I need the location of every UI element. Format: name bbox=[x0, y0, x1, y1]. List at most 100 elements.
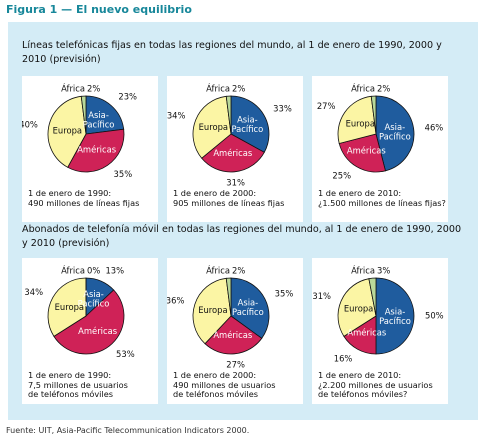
value-label: 0% bbox=[87, 266, 100, 276]
slice-label: África bbox=[61, 265, 85, 276]
chart-box: Asia-Pacífico 33% Américas 31% Europa 34% Áfri… bbox=[167, 76, 303, 222]
pie-slice bbox=[204, 315, 263, 355]
pie-chart: Asia-Pacífico 50% Américas 16% Europa 31% Áfri… bbox=[312, 265, 444, 364]
pie-slice bbox=[192, 277, 232, 345]
caption: 1 de enero de 2000: 905 millones de línea… bbox=[173, 188, 285, 208]
slice-label: Américas bbox=[213, 329, 252, 339]
value-label: 46% bbox=[425, 122, 444, 132]
slice-label: África bbox=[351, 83, 375, 94]
caption-line: de teléfonos móviles? bbox=[318, 389, 408, 399]
chart-box: Asia-Pacífico 13% Américas 53% Europa 34% Áfri… bbox=[22, 258, 158, 404]
slice-label: Europa bbox=[53, 125, 82, 135]
value-label: 3% bbox=[377, 266, 390, 276]
value-label: 16% bbox=[334, 353, 353, 363]
section-heading: Abonados de telefonía móvil en todas las… bbox=[22, 224, 462, 249]
value-label: 53% bbox=[116, 349, 135, 359]
pie-slice bbox=[368, 277, 377, 317]
pie-chart: Asia-Pacífico 13% Américas 53% Europa 34% Áfri… bbox=[24, 265, 135, 360]
pie-slice bbox=[337, 95, 377, 144]
caption: 1 de enero de 2010: ¿1.500 millones de lí… bbox=[318, 188, 446, 208]
value-label: 13% bbox=[105, 266, 124, 276]
pie-slice bbox=[47, 277, 87, 337]
pie-slice bbox=[47, 95, 87, 168]
pie-chart: Asia-Pacífico 46% Américas 25% Europa 27% Áfri… bbox=[317, 83, 444, 181]
caption-line: 1 de enero de 2010: bbox=[318, 370, 402, 380]
caption: 1 de enero de 2000: 490 millones de usuar… bbox=[173, 370, 276, 400]
caption-line: 490 millones de usuarios bbox=[173, 379, 276, 390]
chart-box: Asia-Pacífico 50% Américas 16% Europa 31% Áfri… bbox=[312, 258, 448, 404]
value-label: 33% bbox=[273, 104, 292, 114]
pie-slice bbox=[230, 95, 270, 153]
caption-line: de teléfonos móviles bbox=[28, 389, 114, 399]
slice-label: Asia-Pacífico bbox=[231, 114, 263, 134]
slice-label: Asia-Pacífico bbox=[83, 109, 115, 129]
value-label: 35% bbox=[114, 169, 133, 179]
slice-label: Asia-Pacífico bbox=[379, 121, 411, 141]
slice-label: África bbox=[206, 265, 230, 276]
slice-label: Europa bbox=[198, 305, 227, 315]
caption-line: 1 de enero de 1990: bbox=[28, 188, 112, 198]
value-label: 34% bbox=[167, 110, 185, 120]
caption-line: ¿2.200 millones de usuarios bbox=[318, 379, 433, 390]
value-label: 27% bbox=[226, 359, 245, 369]
caption: 1 de enero de 1990: 490 millones de línea… bbox=[28, 188, 140, 208]
slice-label: África bbox=[206, 83, 230, 94]
value-label: 2% bbox=[377, 84, 390, 94]
pie-slice bbox=[337, 278, 377, 337]
chart-box: Asia-Pacífico 46% Américas 25% Europa 27% Áfri… bbox=[312, 76, 448, 222]
value-label: 31% bbox=[312, 291, 331, 301]
slice-label: Europa bbox=[344, 303, 373, 313]
slice-label: África bbox=[61, 83, 85, 94]
figure-title: Figura 1 — El nuevo equilibrio bbox=[6, 3, 192, 16]
slice-label: Europa bbox=[346, 118, 375, 128]
caption: 1 de enero de 1990: 7,5 millones de usuar… bbox=[28, 370, 128, 400]
pie-slice bbox=[230, 277, 270, 339]
value-label: 50% bbox=[425, 311, 444, 321]
value-label: 2% bbox=[232, 266, 245, 276]
value-label: 23% bbox=[118, 92, 137, 102]
pie-slice bbox=[192, 95, 232, 159]
slice-label: África bbox=[351, 265, 375, 276]
caption: 1 de enero de 2010: ¿2.200 millones de us… bbox=[318, 370, 433, 400]
value-label: 35% bbox=[275, 288, 294, 298]
pie-slice bbox=[225, 95, 232, 135]
value-label: 2% bbox=[232, 84, 245, 94]
slice-label: Europa bbox=[55, 301, 84, 311]
section-heading: Líneas telefónicas fijas en todas las re… bbox=[22, 40, 442, 65]
pie-slice bbox=[80, 95, 87, 135]
value-label: 2% bbox=[87, 84, 100, 94]
value-label: 27% bbox=[317, 101, 336, 111]
caption-line: 905 millones de líneas fijas bbox=[173, 197, 285, 208]
slice-label: Américas bbox=[213, 147, 252, 157]
caption-line: 1 de enero de 1990: bbox=[28, 370, 112, 380]
pie-slice bbox=[225, 277, 232, 317]
slice-label: Asia-Pacífico bbox=[232, 297, 264, 317]
pie-chart: Asia-Pacífico 35% Américas 27% Europa 36% Áfri… bbox=[167, 265, 294, 370]
value-label: 40% bbox=[22, 119, 38, 129]
caption-line: 1 de enero de 2000: bbox=[173, 370, 257, 380]
chart-box: Asia-Pacífico 35% Américas 27% Europa 36% Áfri… bbox=[167, 258, 303, 404]
caption-line: 490 millones de líneas fijas bbox=[28, 197, 140, 208]
value-label: 31% bbox=[226, 177, 245, 187]
pie-slice bbox=[370, 95, 377, 135]
caption-line: 7,5 millones de usuarios bbox=[28, 379, 128, 390]
pie-slice bbox=[375, 95, 415, 172]
slice-label: Américas bbox=[347, 145, 386, 155]
value-label: 25% bbox=[332, 171, 351, 181]
slice-label: Américas bbox=[77, 144, 116, 154]
caption-line: de teléfonos móviles bbox=[173, 389, 259, 399]
slice-label: Américas bbox=[347, 327, 386, 337]
slice-label: Asia-Pacífico bbox=[78, 288, 110, 308]
pie-slice bbox=[375, 277, 415, 355]
pie-slice bbox=[53, 289, 125, 355]
pie-chart: Asia-Pacífico 33% Américas 31% Europa 34% Áfri… bbox=[167, 83, 292, 188]
source-note: Fuente: UIT, Asia-Pacific Telecommunicat… bbox=[6, 426, 250, 435]
slice-label: Américas bbox=[78, 326, 117, 336]
pie-slice bbox=[67, 128, 125, 173]
caption-line: ¿1.500 millones de líneas fijas? bbox=[318, 197, 446, 208]
value-label: 34% bbox=[24, 287, 43, 297]
pie-slice bbox=[201, 133, 265, 173]
